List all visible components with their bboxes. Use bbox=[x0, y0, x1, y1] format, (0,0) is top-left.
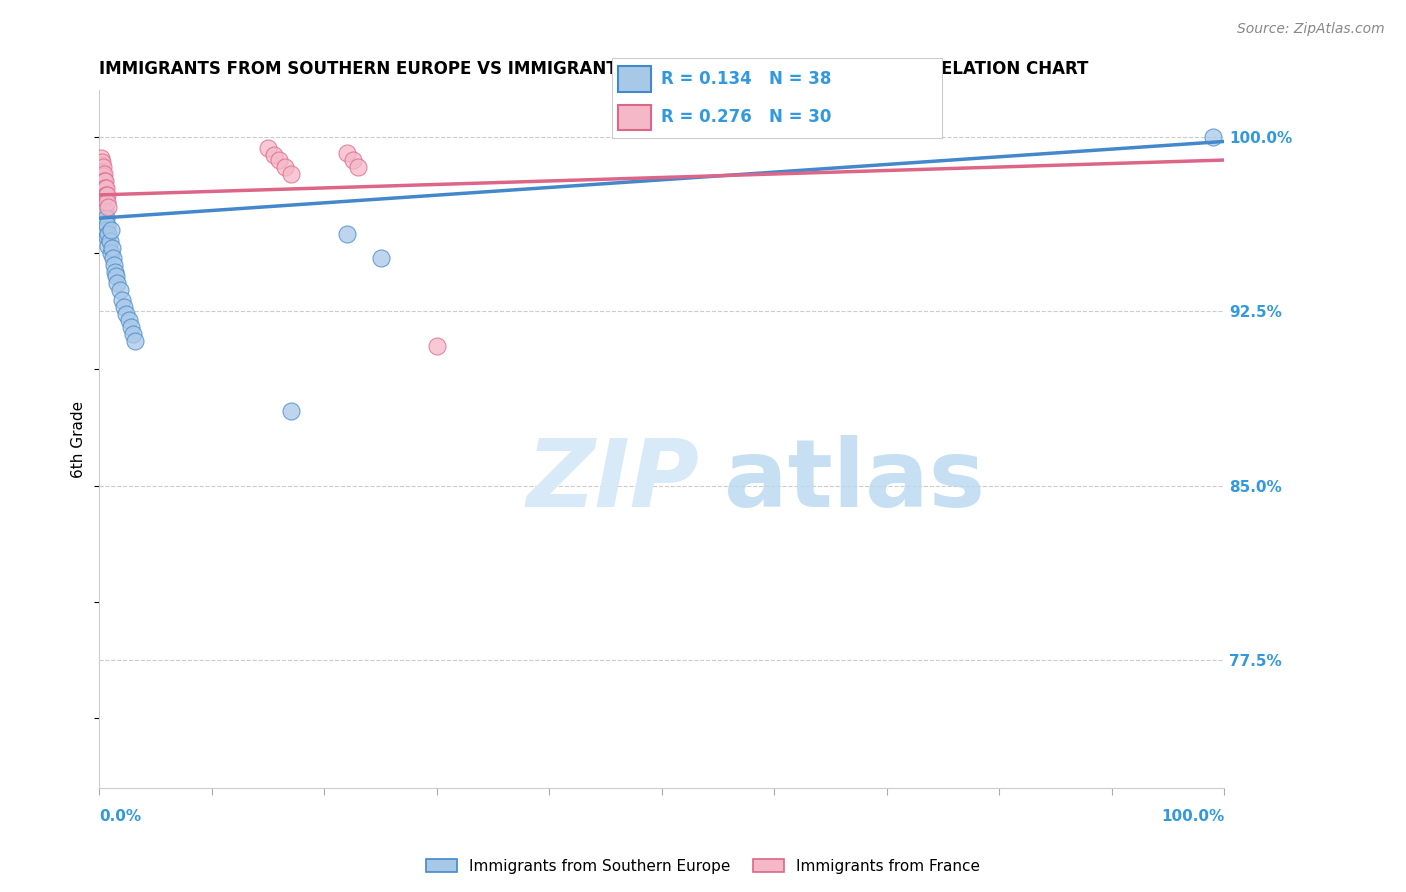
Text: 100.0%: 100.0% bbox=[1161, 809, 1225, 824]
Point bbox=[90, 167, 112, 181]
Point bbox=[111, 293, 134, 307]
Point bbox=[96, 194, 118, 209]
Text: R = 0.134   N = 38: R = 0.134 N = 38 bbox=[661, 70, 831, 87]
Point bbox=[96, 188, 118, 202]
Point bbox=[91, 160, 114, 174]
Legend: Immigrants from Southern Europe, Immigrants from France: Immigrants from Southern Europe, Immigra… bbox=[420, 853, 986, 880]
Point bbox=[90, 155, 112, 169]
Point bbox=[103, 258, 125, 272]
Point bbox=[96, 229, 118, 244]
Point bbox=[93, 181, 115, 195]
Point bbox=[347, 160, 370, 174]
Y-axis label: 6th Grade: 6th Grade bbox=[72, 401, 86, 477]
Point bbox=[124, 334, 146, 349]
Point bbox=[91, 188, 114, 202]
Point bbox=[96, 223, 118, 237]
Point bbox=[336, 227, 359, 242]
Point bbox=[91, 202, 114, 216]
Point bbox=[105, 269, 128, 284]
Point bbox=[342, 153, 364, 167]
Point bbox=[263, 148, 285, 162]
Point bbox=[336, 146, 359, 161]
Point bbox=[274, 160, 297, 174]
Point bbox=[108, 283, 131, 297]
Text: Source: ZipAtlas.com: Source: ZipAtlas.com bbox=[1237, 22, 1385, 37]
Point bbox=[90, 151, 112, 165]
Point bbox=[97, 227, 120, 242]
Point bbox=[90, 186, 112, 200]
Point bbox=[257, 141, 280, 155]
Point bbox=[426, 339, 449, 353]
Point bbox=[118, 313, 141, 327]
Point bbox=[90, 158, 112, 172]
Point bbox=[94, 216, 117, 230]
Text: ZIP: ZIP bbox=[527, 435, 700, 527]
Point bbox=[91, 176, 114, 190]
Point bbox=[93, 174, 115, 188]
Point bbox=[100, 223, 122, 237]
Bar bbox=[619, 66, 651, 92]
Point bbox=[94, 188, 117, 202]
Point bbox=[90, 164, 112, 178]
Text: 0.0%: 0.0% bbox=[100, 809, 142, 824]
Point bbox=[98, 235, 121, 249]
Point bbox=[122, 327, 145, 342]
Point bbox=[101, 251, 124, 265]
Point bbox=[112, 300, 135, 314]
Point bbox=[101, 241, 124, 255]
Point bbox=[93, 200, 115, 214]
Point bbox=[94, 181, 117, 195]
Text: IMMIGRANTS FROM SOUTHERN EUROPE VS IMMIGRANTS FROM FRANCE 6TH GRADE CORRELATION : IMMIGRANTS FROM SOUTHERN EUROPE VS IMMIG… bbox=[100, 60, 1088, 78]
Point bbox=[93, 209, 115, 223]
Point bbox=[269, 153, 291, 167]
Point bbox=[97, 200, 120, 214]
Point bbox=[90, 176, 112, 190]
Point bbox=[90, 194, 112, 209]
Point bbox=[280, 404, 302, 418]
Text: atlas: atlas bbox=[724, 435, 984, 527]
Point bbox=[96, 218, 118, 232]
Point bbox=[280, 167, 302, 181]
Point bbox=[90, 181, 112, 195]
Point bbox=[370, 251, 392, 265]
Point bbox=[115, 306, 138, 320]
Point bbox=[96, 211, 118, 226]
Point bbox=[91, 183, 114, 197]
Point bbox=[94, 174, 117, 188]
Point bbox=[100, 246, 122, 260]
Point bbox=[96, 188, 118, 202]
Point bbox=[96, 181, 118, 195]
Point bbox=[91, 190, 114, 204]
Point bbox=[91, 169, 114, 184]
Point bbox=[90, 171, 112, 186]
Point bbox=[1202, 129, 1225, 144]
Point bbox=[107, 277, 129, 291]
Point bbox=[97, 239, 120, 253]
Point bbox=[94, 204, 117, 219]
Text: R = 0.276   N = 30: R = 0.276 N = 30 bbox=[661, 109, 831, 127]
Point bbox=[120, 320, 142, 334]
Point bbox=[93, 167, 115, 181]
Point bbox=[104, 265, 127, 279]
Bar bbox=[619, 104, 651, 130]
